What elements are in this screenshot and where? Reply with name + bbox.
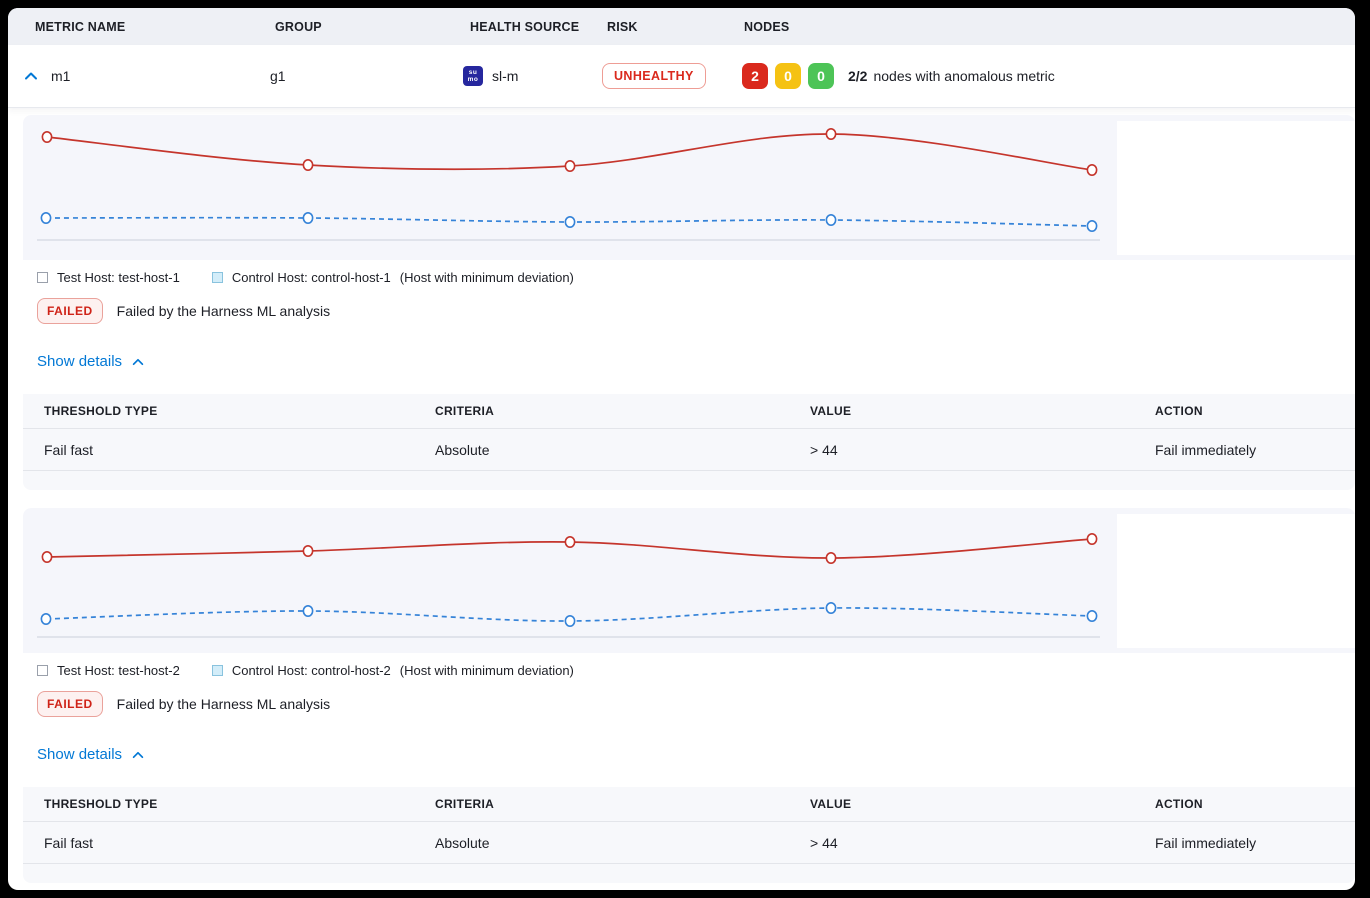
control-host-swatch-icon [211,665,223,676]
value-value: > 44 [810,834,838,851]
group-cell: g1 [270,68,463,84]
legend-test-label: Test Host: test-host-1 [57,270,180,285]
metric-comparison-chart [37,532,1100,638]
chart-area [23,115,1355,260]
chevron-up-icon [132,751,144,758]
action-value: Fail immediately [1155,834,1257,851]
legend-control-label: Control Host: control-host-2 [231,663,391,678]
chart-right-gutter [1117,514,1355,648]
group-name: g1 [270,68,286,84]
metric-name-cell: m1 [23,68,270,84]
failed-badge: FAILED [37,691,103,717]
col-action: ACTION [1155,404,1203,418]
analysis-status-row: FAILED Failed by the Harness ML analysis [37,298,1355,324]
sumologic-icon: su mo [463,66,483,86]
criteria-value: Absolute [435,834,490,851]
show-details-link[interactable]: Show details [37,746,145,763]
chart-legend: Test Host: test-host-2 Control Host: con… [37,663,1355,678]
risk-badge: UNHEALTHY [602,63,706,89]
col-value: VALUE [810,404,852,418]
col-threshold-type: THRESHOLD TYPE [44,404,158,418]
deviation-note: (Host with minimum deviation) [399,663,574,678]
health-source-name: sl-m [492,68,519,84]
test-host-swatch-icon [37,272,48,283]
col-threshold-type: THRESHOLD TYPE [44,797,158,811]
threshold-table-row: Fail fast Absolute > 44 Fail immediately [23,428,1355,471]
nodes-cell: 2 0 0 2/2 nodes with anomalous metric [742,63,1355,89]
threshold-details-table: THRESHOLD TYPE CRITERIA VALUE ACTION Fai… [23,394,1355,490]
col-criteria: CRITERIA [435,797,495,811]
legend-test-label: Test Host: test-host-2 [57,663,180,678]
legend-control-label: Control Host: control-host-1 [231,270,391,285]
node-analysis-panel-1: Test Host: test-host-1 Control Host: con… [23,115,1355,490]
table-footer-spacer [23,471,1355,490]
metric-name: m1 [51,68,71,84]
threshold-table-header: THRESHOLD TYPE CRITERIA VALUE ACTION [23,787,1355,821]
chart-legend: Test Host: test-host-1 Control Host: con… [37,270,1355,285]
nodes-summary-text: nodes with anomalous metric [873,68,1055,84]
action-value: Fail immediately [1155,441,1257,458]
metric-row: m1 g1 su mo sl-m UNHEALTHY 2 0 0 2/2 nod… [8,45,1355,108]
test-host-swatch-icon [37,665,48,676]
chevron-up-icon [132,358,144,365]
collapse-chevron-icon[interactable] [23,68,39,84]
metrics-analysis-view: METRIC NAME GROUP HEALTH SOURCE RISK NOD… [8,8,1355,890]
node-analysis-panel-2: Test Host: test-host-2 Control Host: con… [23,508,1355,883]
show-details-link[interactable]: Show details [37,353,145,370]
healthy-nodes-badge: 0 [808,63,834,89]
column-header-metric-name: METRIC NAME [35,19,126,34]
column-header-group: GROUP [275,19,322,34]
column-header-risk: RISK [607,19,638,34]
legend-item-control-host[interactable]: Control Host: control-host-2 [211,663,391,678]
col-action: ACTION [1155,797,1203,811]
threshold-type-value: Fail fast [44,834,94,851]
column-header-health-source: HEALTH SOURCE [470,19,580,34]
analysis-status-row: FAILED Failed by the Harness ML analysis [37,691,1355,717]
column-header-nodes: NODES [744,19,790,34]
warning-nodes-badge: 0 [775,63,801,89]
analysis-status-message: Failed by the Harness ML analysis [116,696,331,712]
legend-item-test-host[interactable]: Test Host: test-host-2 [37,663,180,678]
legend-item-test-host[interactable]: Test Host: test-host-1 [37,270,180,285]
anomalous-nodes-badge: 2 [742,63,768,89]
health-source-cell: su mo sl-m [463,66,602,86]
chart-right-gutter [1117,121,1355,255]
failed-badge: FAILED [37,298,103,324]
nodes-ratio: 2/2 [848,68,868,84]
control-host-swatch-icon [211,272,223,283]
analysis-status-message: Failed by the Harness ML analysis [116,303,331,319]
threshold-table-header: THRESHOLD TYPE CRITERIA VALUE ACTION [23,394,1355,428]
col-criteria: CRITERIA [435,404,495,418]
col-value: VALUE [810,797,852,811]
criteria-value: Absolute [435,441,490,458]
threshold-table-row: Fail fast Absolute > 44 Fail immediately [23,821,1355,864]
legend-item-control-host[interactable]: Control Host: control-host-1 [211,270,391,285]
deviation-note: (Host with minimum deviation) [399,270,574,285]
chart-area [23,508,1355,653]
metrics-table-header: METRIC NAME GROUP HEALTH SOURCE RISK NOD… [8,8,1355,45]
risk-cell: UNHEALTHY [602,63,742,89]
threshold-details-table: THRESHOLD TYPE CRITERIA VALUE ACTION Fai… [23,787,1355,883]
value-value: > 44 [810,441,838,458]
metric-comparison-chart [37,128,1100,241]
table-footer-spacer [23,864,1355,883]
threshold-type-value: Fail fast [44,441,94,458]
